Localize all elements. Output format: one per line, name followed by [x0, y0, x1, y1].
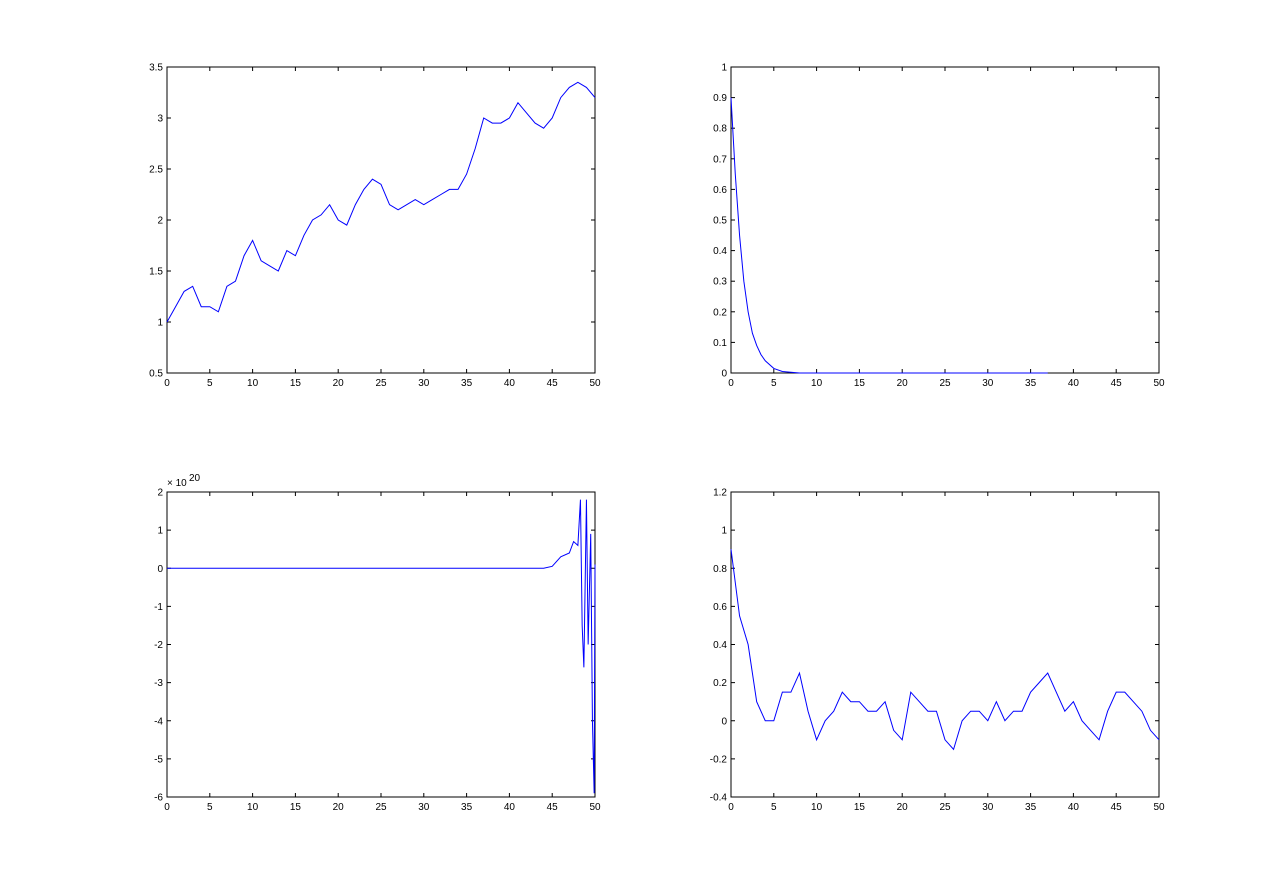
- x-tick-label: 0: [164, 802, 170, 813]
- x-tick-label: 5: [771, 378, 777, 389]
- y-tick-label: 0.5: [149, 369, 163, 380]
- y-tick-label: 1: [721, 63, 727, 74]
- x-tick-label: 35: [1025, 378, 1037, 389]
- x-tick-label: 5: [771, 802, 777, 813]
- y-tick-label: 1.2: [713, 488, 727, 499]
- x-tick-label: 20: [897, 378, 909, 389]
- x-tick-label: 25: [939, 802, 951, 813]
- x-tick-label: 10: [811, 802, 823, 813]
- y-tick-label: 2: [157, 488, 163, 499]
- y-tick-label: 0.9: [713, 93, 727, 104]
- x-tick-label: 25: [375, 378, 387, 389]
- x-tick-label: 20: [333, 802, 345, 813]
- x-tick-label: 30: [418, 802, 430, 813]
- x-tick-label: 30: [982, 802, 994, 813]
- data-line: [167, 499, 596, 794]
- y-tick-label: 0: [721, 369, 727, 380]
- x-tick-label: 0: [728, 378, 734, 389]
- y-tick-label: -3: [154, 678, 163, 689]
- x-tick-label: 45: [547, 802, 559, 813]
- y-tick-label: 2.5: [149, 165, 163, 176]
- y-tick-label: -4: [154, 716, 163, 727]
- x-tick-label: 5: [207, 802, 213, 813]
- x-tick-label: 25: [939, 378, 951, 389]
- y-tick-label: 0.1: [713, 338, 727, 349]
- axes-box: [730, 66, 1160, 374]
- x-tick-label: 15: [854, 378, 866, 389]
- y-tick-label: -5: [154, 754, 163, 765]
- axis-multiplier-exponent: 20: [189, 473, 201, 484]
- x-tick-label: 50: [1153, 378, 1165, 389]
- y-tick-label: 3: [157, 114, 163, 125]
- x-tick-label: 5: [207, 378, 213, 389]
- x-tick-label: 50: [1153, 802, 1165, 813]
- x-tick-label: 45: [547, 378, 559, 389]
- y-tick-label: 0.6: [713, 602, 727, 613]
- x-tick-label: 20: [333, 378, 345, 389]
- y-tick-label: 0: [721, 716, 727, 727]
- y-tick-label: 0.5: [713, 216, 727, 227]
- y-tick-label: 0.7: [713, 154, 727, 165]
- axes-box: [730, 491, 1160, 798]
- y-tick-label: 1: [721, 526, 727, 537]
- y-tick-label: 1: [157, 526, 163, 537]
- y-tick-label: 0.2: [713, 678, 727, 689]
- y-tick-label: 2: [157, 216, 163, 227]
- x-tick-label: 40: [1068, 378, 1080, 389]
- y-tick-label: -0.2: [710, 754, 728, 765]
- y-tick-label: 0.3: [713, 277, 727, 288]
- x-tick-label: 45: [1111, 378, 1123, 389]
- x-tick-label: 40: [504, 378, 516, 389]
- axis-multiplier: × 10: [167, 478, 187, 489]
- data-line: [730, 97, 1048, 374]
- y-tick-label: -2: [154, 640, 163, 651]
- y-tick-label: 0.4: [713, 640, 727, 651]
- x-tick-label: 50: [589, 802, 601, 813]
- x-tick-label: 40: [1068, 802, 1080, 813]
- x-tick-label: 10: [811, 378, 823, 389]
- x-tick-label: 0: [728, 802, 734, 813]
- y-tick-label: 0.8: [713, 124, 727, 135]
- y-tick-label: -1: [154, 602, 163, 613]
- y-tick-label: 0.6: [713, 185, 727, 196]
- x-tick-label: 30: [418, 378, 430, 389]
- y-tick-label: 0.4: [713, 246, 727, 257]
- y-tick-label: 3.5: [149, 63, 163, 74]
- x-tick-label: 25: [375, 802, 387, 813]
- x-tick-label: 40: [504, 802, 516, 813]
- y-tick-label: 0: [157, 564, 163, 575]
- x-tick-label: 20: [897, 802, 909, 813]
- x-tick-label: 0: [164, 378, 170, 389]
- x-tick-label: 35: [461, 378, 473, 389]
- y-tick-label: 0.2: [713, 307, 727, 318]
- y-tick-label: 1: [157, 318, 163, 329]
- x-tick-label: 15: [854, 802, 866, 813]
- y-tick-label: -6: [154, 793, 163, 804]
- data-line: [730, 549, 1160, 751]
- x-tick-label: 35: [461, 802, 473, 813]
- y-tick-label: 1.5: [149, 267, 163, 278]
- y-tick-label: 0.8: [713, 564, 727, 575]
- axes-box: [166, 66, 596, 374]
- x-tick-label: 45: [1111, 802, 1123, 813]
- x-tick-label: 15: [290, 802, 302, 813]
- x-tick-label: 10: [247, 802, 259, 813]
- x-tick-label: 10: [247, 378, 259, 389]
- axes-box: [166, 491, 596, 798]
- x-tick-label: 35: [1025, 802, 1037, 813]
- data-line: [166, 81, 596, 323]
- x-tick-label: 15: [290, 378, 302, 389]
- y-tick-label: -0.4: [710, 793, 728, 804]
- x-tick-label: 50: [589, 378, 601, 389]
- x-tick-label: 30: [982, 378, 994, 389]
